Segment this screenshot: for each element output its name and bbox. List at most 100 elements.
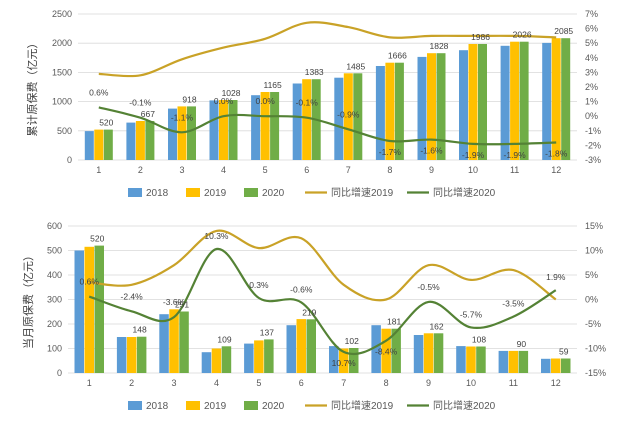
y-tick-label: 1500 bbox=[52, 67, 72, 77]
line-同比增速2020 bbox=[98, 106, 557, 146]
x-tick-label: 7 bbox=[341, 378, 346, 388]
y2-tick-label: 0% bbox=[585, 295, 598, 305]
y-tick-label: 400 bbox=[47, 270, 62, 280]
bar-data-label: 1383 bbox=[305, 67, 324, 77]
bar-2018 bbox=[334, 77, 344, 160]
bar-2019 bbox=[551, 38, 561, 161]
bar-2019 bbox=[508, 350, 519, 373]
bar-data-label: 102 bbox=[345, 336, 359, 346]
chart-2: 0 100 200 300 400 500 600 -15% -10% -5% 0% 5% 10% 15%… bbox=[21, 221, 606, 412]
line-data-label: -0.1% bbox=[129, 98, 152, 108]
legend-swatch bbox=[128, 188, 142, 197]
line-data-label: -8.4% bbox=[375, 347, 398, 357]
bar-2020 bbox=[264, 339, 274, 373]
y2-tick-label: -2% bbox=[585, 140, 601, 150]
bar-2018 bbox=[292, 83, 302, 160]
bar-data-label: 162 bbox=[429, 321, 443, 331]
bar-2020 bbox=[187, 106, 196, 160]
legend-swatch bbox=[128, 401, 142, 410]
bar-2020 bbox=[476, 346, 486, 373]
legend-swatch bbox=[244, 401, 258, 410]
bar-data-label: 1028 bbox=[222, 88, 241, 98]
legend-label: 2019 bbox=[204, 188, 227, 199]
x-tick-label: 8 bbox=[384, 378, 389, 388]
y2-tick-label: 6% bbox=[585, 24, 598, 34]
bar-2020 bbox=[391, 328, 401, 373]
legend-label: 同比增速2019 bbox=[331, 399, 394, 412]
line-data-label: 0.6% bbox=[80, 277, 100, 287]
x-tick-label: 2 bbox=[129, 378, 134, 388]
bar-2019 bbox=[126, 337, 137, 373]
bar-data-label: 109 bbox=[217, 334, 231, 344]
bar-2020 bbox=[561, 38, 571, 161]
line-data-label: 1.9% bbox=[546, 272, 566, 282]
bar-2018 bbox=[116, 337, 127, 373]
bar-2019 bbox=[84, 246, 94, 373]
y2-tick-label: 0% bbox=[585, 111, 598, 121]
bar-2020 bbox=[179, 311, 189, 373]
line-data-label: -3.5% bbox=[502, 299, 525, 309]
bar-2018 bbox=[498, 350, 509, 373]
y2-tick-label: 10% bbox=[585, 246, 603, 256]
legend-swatch bbox=[244, 188, 258, 197]
line-data-label: -0.9% bbox=[337, 109, 360, 119]
bar-2019 bbox=[169, 309, 179, 373]
bar-2020 bbox=[306, 319, 316, 373]
bar-2020 bbox=[353, 73, 363, 160]
x-tick-label: 7 bbox=[346, 165, 351, 175]
bar-2018 bbox=[159, 314, 169, 373]
y-axis-title: 累计原保费（亿元） bbox=[25, 38, 39, 137]
bar-2019 bbox=[296, 319, 306, 373]
bar-data-label: 181 bbox=[387, 317, 401, 327]
chart-1: 0 500 1000 1500 2000 2500 -3% -2% -1% 0% 1% 2% 3% 4% 5… bbox=[25, 9, 601, 199]
legend-label: 同比增速2020 bbox=[433, 399, 496, 412]
bar-2020 bbox=[436, 53, 446, 161]
bar-data-label: 2085 bbox=[554, 26, 573, 36]
bar-data-label: 137 bbox=[260, 327, 274, 337]
bar-2018 bbox=[371, 325, 381, 373]
bar-2019 bbox=[94, 129, 104, 160]
line-data-label: -1.9% bbox=[504, 150, 527, 160]
bar-data-label: 667 bbox=[141, 109, 155, 119]
bar-2020 bbox=[518, 350, 529, 373]
bar-2018 bbox=[286, 325, 296, 373]
bar-data-label: 148 bbox=[133, 325, 147, 335]
y-tick-label: 600 bbox=[47, 221, 62, 231]
line-data-label: -1.6% bbox=[420, 146, 443, 156]
bar-2019 bbox=[211, 348, 222, 373]
bar-2020 bbox=[478, 44, 487, 160]
x-tick-label: 4 bbox=[214, 378, 219, 388]
bar-data-label: 1828 bbox=[429, 41, 448, 51]
bar-2019 bbox=[135, 121, 145, 160]
x-tick-label: 11 bbox=[510, 165, 519, 175]
x-tick-label: 10 bbox=[468, 165, 478, 175]
bar-2018 bbox=[329, 346, 339, 373]
y2-tick-label: 5% bbox=[585, 38, 598, 48]
legend-label: 2018 bbox=[146, 188, 169, 199]
legend-label: 2018 bbox=[146, 401, 169, 412]
bar-2018 bbox=[456, 346, 466, 373]
line-data-label: -2.4% bbox=[121, 291, 144, 301]
y-axis-title: 当月原保费（亿元） bbox=[21, 250, 35, 349]
line-data-label: 0.6% bbox=[89, 87, 109, 97]
legend-label: 2020 bbox=[262, 188, 285, 199]
y2-tick-label: 1% bbox=[585, 97, 598, 107]
bar-2018 bbox=[84, 131, 94, 160]
x-tick-label: 5 bbox=[263, 165, 268, 175]
bar-2018 bbox=[244, 343, 254, 373]
bar-2020 bbox=[94, 245, 104, 373]
y-tick-label: 200 bbox=[47, 319, 62, 329]
bar-data-label: 1165 bbox=[263, 80, 282, 90]
y2-tick-label: 4% bbox=[585, 53, 598, 63]
bar-2018 bbox=[126, 122, 136, 160]
y-tick-label: 500 bbox=[47, 246, 62, 256]
x-tick-label: 8 bbox=[387, 165, 392, 175]
bar-data-label: 90 bbox=[517, 339, 527, 349]
line-data-label: 0.0% bbox=[214, 96, 234, 106]
y2-tick-label: -15% bbox=[585, 368, 606, 378]
y2-tick-label: 2% bbox=[585, 82, 598, 92]
bar-2019 bbox=[510, 41, 520, 161]
x-tick-label: 3 bbox=[172, 378, 177, 388]
